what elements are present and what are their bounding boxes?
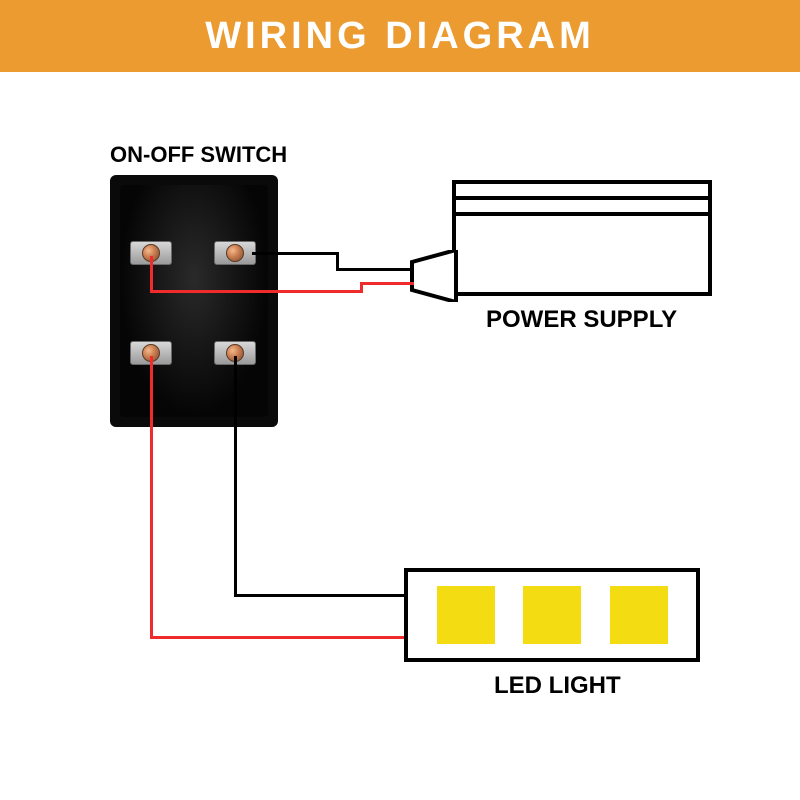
- on-off-switch: [110, 175, 278, 427]
- led-chip-2: [523, 586, 581, 644]
- page-title: WIRING DIAGRAM: [205, 15, 595, 58]
- power-supply-label: POWER SUPPLY: [486, 306, 677, 334]
- header-band: WIRING DIAGRAM: [0, 0, 800, 72]
- wire-black-to-ps-v: [336, 252, 339, 268]
- wire-red-to-ps-v1: [150, 256, 153, 292]
- power-supply-slot-1: [456, 196, 708, 200]
- wire-red-to-ps-h: [150, 290, 360, 293]
- wire-black-to-led-h: [234, 594, 406, 597]
- wire-black-to-led-v: [234, 356, 237, 594]
- wire-red-to-led-h: [150, 636, 406, 639]
- wire-red-to-led-v: [150, 356, 153, 638]
- power-supply-slot-2: [456, 212, 708, 216]
- led-chip-1: [437, 586, 495, 644]
- wire-black-to-ps: [252, 252, 336, 255]
- switch-label: ON-OFF SWITCH: [110, 142, 287, 168]
- wire-red-to-ps-h2: [360, 282, 414, 285]
- switch-face: [120, 185, 268, 417]
- led-chip-3: [610, 586, 668, 644]
- power-supply-plug: [400, 250, 458, 302]
- led-light-box: [404, 568, 700, 662]
- terminal-top-right: [214, 236, 256, 270]
- led-light-label: LED LIGHT: [494, 672, 621, 700]
- wire-black-to-ps-h2: [336, 268, 414, 271]
